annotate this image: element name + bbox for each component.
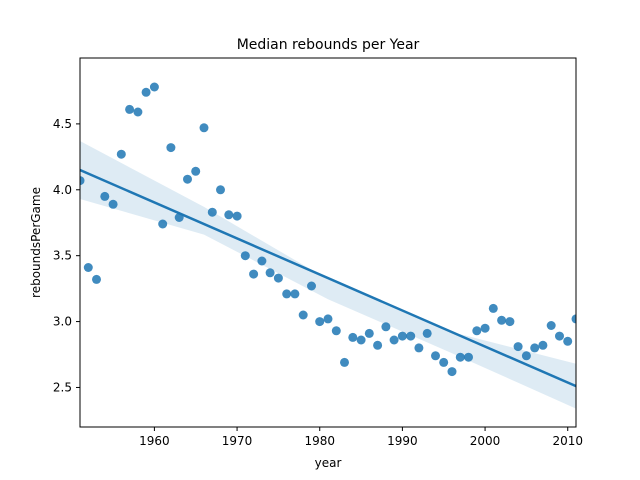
data-point: [406, 331, 416, 341]
x-tick-label: 1970: [222, 434, 253, 448]
data-point: [207, 207, 217, 217]
data-point: [538, 340, 548, 350]
confidence-band: [80, 141, 576, 409]
data-point: [83, 263, 93, 272]
data-point: [257, 256, 267, 266]
data-point: [497, 315, 507, 325]
data-point: [431, 351, 440, 361]
data-point: [455, 352, 465, 362]
y-ticks: 2.5 3.0 3.5 4.0 4.5: [53, 117, 80, 394]
data-point: [464, 352, 473, 362]
data-point: [307, 281, 316, 291]
data-point: [571, 314, 576, 324]
data-point: [298, 310, 308, 320]
x-tick-label: 1960: [139, 434, 170, 448]
data-point: [240, 251, 250, 261]
data-point: [373, 340, 383, 350]
data-point: [149, 82, 159, 92]
data-point: [521, 351, 531, 361]
data-point: [116, 149, 126, 159]
regression-line-layer: [80, 168, 576, 388]
data-point: [125, 104, 135, 114]
x-ticks: 1960 1970 1980 1990 2000 2010: [139, 427, 583, 448]
data-point: [505, 317, 515, 327]
y-tick-label: 3.5: [53, 249, 72, 263]
data-point: [141, 87, 151, 97]
data-points-layer: [80, 82, 576, 377]
data-point: [174, 213, 184, 222]
data-point: [199, 123, 209, 133]
x-tick-label: 1990: [387, 434, 418, 448]
data-point: [488, 303, 498, 313]
y-tick-label: 3.0: [53, 315, 72, 329]
data-point: [340, 357, 349, 367]
data-point: [348, 332, 358, 342]
data-point: [133, 107, 143, 117]
data-point: [100, 191, 110, 201]
data-point: [555, 331, 564, 341]
data-point: [472, 326, 482, 336]
y-tick-label: 2.5: [53, 380, 72, 394]
data-point: [183, 174, 192, 184]
x-tick-label: 1980: [304, 434, 335, 448]
data-point: [265, 268, 275, 278]
y-axis-title: reboundsPerGame: [29, 187, 43, 298]
data-point: [224, 210, 234, 220]
data-point: [397, 331, 407, 341]
data-point: [323, 314, 333, 324]
plot-frame: [79, 57, 577, 428]
data-point: [356, 335, 366, 345]
y-tick-label: 4.5: [53, 117, 72, 131]
data-point: [546, 321, 556, 330]
data-point: [92, 274, 101, 284]
data-point: [530, 343, 540, 353]
data-point: [315, 317, 325, 327]
x-axis-title: year: [315, 456, 342, 470]
data-point: [158, 219, 168, 229]
data-point: [381, 322, 391, 332]
data-point: [191, 166, 201, 176]
data-point: [232, 211, 242, 221]
x-tick-label: 2010: [552, 434, 583, 448]
data-point: [290, 289, 300, 299]
data-point: [439, 357, 449, 367]
data-point: [447, 367, 457, 377]
data-point: [422, 328, 432, 338]
y-tick-label: 4.0: [53, 183, 72, 197]
data-point: [414, 343, 424, 353]
data-point: [273, 273, 283, 283]
data-point: [480, 323, 490, 333]
data-point: [331, 326, 341, 336]
data-point: [389, 335, 399, 345]
data-point: [216, 185, 225, 195]
regression-line: [80, 168, 576, 388]
data-point: [563, 336, 573, 346]
data-point: [282, 289, 292, 299]
data-point: [108, 199, 118, 209]
data-point: [80, 176, 85, 186]
confidence-band-layer: [80, 141, 576, 409]
data-point: [166, 143, 176, 153]
data-point: [513, 342, 523, 352]
data-point: [364, 328, 374, 338]
x-tick-label: 2000: [470, 434, 501, 448]
data-point: [249, 269, 259, 279]
chart-title: Median rebounds per Year: [237, 37, 420, 53]
